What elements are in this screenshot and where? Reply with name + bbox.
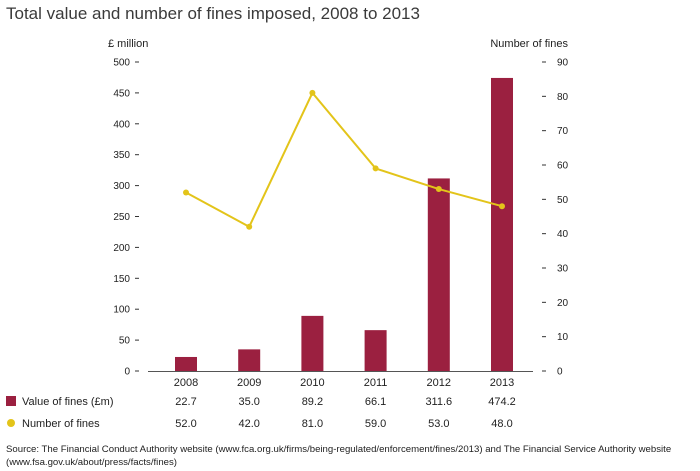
y2-tick-label: 30 xyxy=(557,264,569,275)
y2-tick-label: 80 xyxy=(557,92,569,103)
y-tick-label: 300 xyxy=(113,181,130,192)
y-tick-label: 400 xyxy=(113,119,130,130)
table-value-line: 53.0 xyxy=(428,418,449,430)
line-series xyxy=(183,89,505,230)
y-tick-label: 350 xyxy=(113,150,130,161)
line-point xyxy=(183,189,189,196)
bar xyxy=(175,356,197,371)
y-axis-title: £ million xyxy=(108,38,148,50)
y-tick-label: 100 xyxy=(113,305,130,316)
legend-label-bar: Value of fines (£m) xyxy=(22,396,114,408)
x-tick-label: 2013 xyxy=(490,377,514,389)
data-table: 2008 2009 2010 2011 2012 2013 Value of fines (… xyxy=(6,377,516,430)
line-point xyxy=(435,186,442,193)
line-path xyxy=(185,91,503,229)
table-value-bar: 66.1 xyxy=(365,396,386,408)
y2-tick-label: 90 xyxy=(557,58,569,69)
bar xyxy=(427,178,450,371)
line-point xyxy=(309,89,316,96)
x-tick-label: 2010 xyxy=(300,377,324,389)
table-value-bar: 311.6 xyxy=(425,396,452,408)
y-tick-label: 500 xyxy=(113,58,130,69)
table-value-bar: 89.2 xyxy=(302,396,323,408)
y2-tick-label: 40 xyxy=(557,229,569,240)
legend-key-bar xyxy=(6,396,16,406)
x-tick-label: 2008 xyxy=(174,377,198,389)
y2-tick-label: 10 xyxy=(557,332,569,343)
y-tick-label: 150 xyxy=(113,274,130,285)
legend-key-line xyxy=(7,419,15,427)
line-point xyxy=(499,203,505,210)
y2-axis-title: Number of fines xyxy=(490,38,568,50)
y-axis: 0 50 100 150 200 250 300 350 400 450 500 xyxy=(113,58,139,378)
table-value-bar: 35.0 xyxy=(238,396,259,408)
bar-series xyxy=(148,77,533,372)
table-value-line: 48.0 xyxy=(491,418,512,430)
table-value-line: 59.0 xyxy=(365,418,386,430)
bar xyxy=(364,330,387,371)
x-tick-label: 2012 xyxy=(427,377,451,389)
y-tick-label: 450 xyxy=(113,88,130,99)
y2-axis: 0 10 20 30 40 50 60 70 80 90 xyxy=(542,58,569,378)
bar xyxy=(491,77,513,371)
y-tick-label: 250 xyxy=(113,212,130,223)
source-note: Source: The Financial Conduct Authority … xyxy=(6,444,672,468)
bar xyxy=(301,315,324,371)
y2-tick-label: 20 xyxy=(557,298,569,309)
table-value-line: 52.0 xyxy=(175,418,196,430)
table-value-bar: 474.2 xyxy=(488,396,516,408)
y-tick-label: 50 xyxy=(119,336,131,347)
table-value-bar: 22.7 xyxy=(175,396,196,408)
line-point xyxy=(246,223,253,230)
table-value-line: 81.0 xyxy=(302,418,323,430)
legend-label-line: Number of fines xyxy=(22,418,100,430)
chart-title: Total value and number of fines imposed,… xyxy=(6,4,420,23)
y2-tick-label: 60 xyxy=(557,161,569,172)
line-point xyxy=(372,165,379,172)
y-tick-label: 0 xyxy=(124,367,130,378)
x-tick-label: 2011 xyxy=(364,377,388,389)
y-tick-label: 200 xyxy=(113,243,130,254)
bar xyxy=(238,349,261,371)
table-value-line: 42.0 xyxy=(238,418,259,430)
y2-tick-label: 70 xyxy=(557,126,569,137)
x-tick-label: 2009 xyxy=(237,377,261,389)
y2-tick-label: 50 xyxy=(557,195,569,206)
y2-tick-label: 0 xyxy=(557,367,563,378)
